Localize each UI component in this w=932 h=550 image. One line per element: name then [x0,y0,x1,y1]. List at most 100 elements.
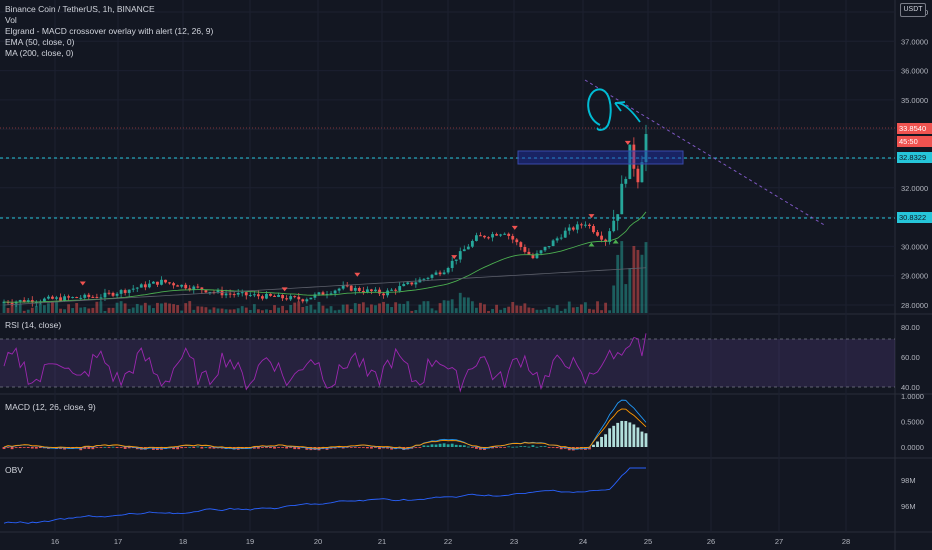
macd-histogram-bar [123,447,127,449]
candle-body [63,296,66,301]
macd-histogram-bar [616,422,620,447]
macd-histogram-bar [277,447,280,448]
volume-bar [454,308,458,313]
candle-body [228,293,232,295]
volume-bar [79,307,83,313]
macd-histogram-bar [10,447,14,450]
macd-histogram-bar [632,424,636,447]
candle-body [507,233,511,236]
indicator-vol[interactable]: Vol [5,15,17,25]
volume-bar [232,309,236,313]
price-tick-label: 32.0000 [901,184,928,193]
candle-body [55,297,58,299]
volume-bar [115,302,119,313]
macd-tick-label: 0.0000 [901,443,924,452]
macd-histogram-bar [608,428,612,447]
volume-bar [67,304,71,313]
macd-histogram-bar [624,421,628,447]
macd-histogram-bar [337,447,341,448]
time-tick-label: 19 [246,537,254,546]
volume-bar [535,309,539,313]
candle-body [188,288,192,290]
volume-bar [269,310,272,313]
volume-bar [192,309,196,313]
macd-histogram-bar [466,446,470,448]
candle-body [184,284,188,289]
candle-body [99,297,103,299]
candle-body [378,289,381,294]
macd-histogram-bar [200,447,204,449]
currency-selector[interactable]: USDT [900,3,926,17]
chart-title[interactable]: Binance Coin / TetherUS, 1h, BINANCE [5,4,155,14]
sell-marker [624,140,631,145]
candle-body [474,235,478,241]
hline-lower-label: 30.8322 [897,212,932,223]
sell-marker [79,281,86,286]
macd-histogram-bar [293,447,297,450]
volume-bar [18,303,22,313]
candle-body [503,233,507,235]
volume-bar [131,307,135,313]
obv-tick-label: 98M [901,476,916,485]
price-tick-label: 28.0000 [901,301,928,310]
candle-body [543,246,547,251]
signal-line [3,408,647,449]
rsi-label[interactable]: RSI (14, close) [5,320,62,330]
candle-body [240,292,244,294]
candle-body [414,282,418,285]
time-tick-label: 20 [314,537,322,546]
macd-histogram-bar [531,445,535,447]
macd-histogram-bar [438,443,442,447]
price-tick-label: 29.0000 [901,272,928,281]
candle-body [531,254,535,259]
indicator-macd-overlay[interactable]: Elgrand - MACD crossover overlay with al… [5,26,214,36]
volume-bar [224,309,228,313]
candle-body [361,290,365,293]
sell-marker [588,214,595,219]
volume-bar [14,304,18,313]
volume-bar [353,303,357,313]
sell-marker [451,255,458,260]
candle-body [139,284,143,288]
drawings-layer [0,79,895,227]
indicator-ma[interactable]: MA (200, close, 0) [5,48,74,58]
macd-histogram-bar [99,447,103,448]
volume-bar [567,301,571,313]
volume-bar [563,308,567,313]
candle-body [313,294,317,298]
candle-body [309,297,313,300]
volume-bar [47,303,50,313]
macd-histogram-bar [378,447,381,450]
volume-bar [462,297,466,313]
volume-bar [156,302,159,313]
candle-body [487,237,490,239]
indicator-ema[interactable]: EMA (50, close, 0) [5,37,75,47]
candle-body [608,231,612,242]
candle-body [208,291,212,293]
macd-histogram-bar [361,447,365,448]
candle-body [95,296,99,298]
volume-bar [575,306,579,313]
candle-body [515,239,519,243]
volume-bar [22,310,26,313]
macd-histogram-bar [426,445,430,447]
candle-body [236,292,240,295]
volume-bar [200,306,204,313]
candle-body [442,272,446,275]
volume-bar [636,249,640,313]
macd-label[interactable]: MACD (12, 26, close, 9) [5,402,96,412]
volume-bar [458,292,462,313]
volume-bar [519,305,523,313]
volume-bar [539,309,543,313]
macd-histogram-bar [596,441,599,447]
macd-histogram-bar [357,447,361,448]
macd-histogram-bar [539,446,543,448]
volume-bar [579,304,583,313]
candle-body [479,235,482,237]
obv-label[interactable]: OBV [5,465,23,475]
volume-bar [301,306,305,313]
candle-body [75,297,79,299]
macd-histogram-bar [353,447,357,448]
macd-histogram-bar [103,446,107,448]
